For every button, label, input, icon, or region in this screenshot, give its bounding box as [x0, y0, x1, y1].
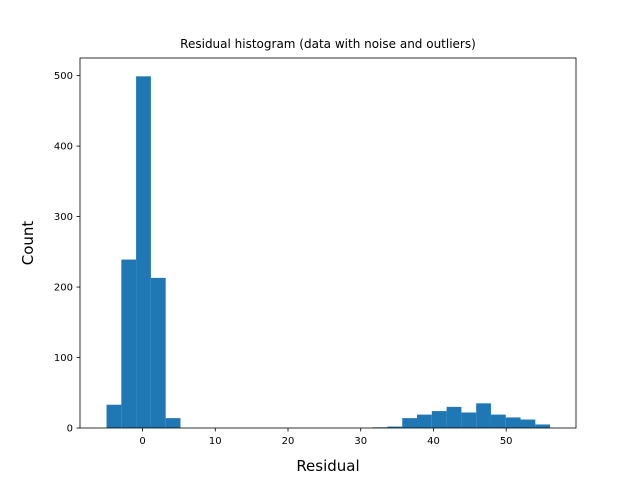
y-tick-label: 400: [54, 142, 73, 153]
histogram-bar: [431, 411, 447, 428]
chart-title: Residual histogram (data with noise and …: [180, 37, 476, 51]
y-tick-label: 100: [54, 353, 73, 364]
x-tick-label: 10: [209, 436, 222, 447]
histogram-bar: [476, 403, 491, 428]
histogram-bar: [417, 414, 432, 428]
histogram-bar: [505, 417, 521, 428]
y-tick-label: 500: [54, 71, 73, 82]
histogram-bar: [106, 404, 122, 428]
bars-group: [106, 76, 551, 428]
histogram-bar: [121, 259, 137, 428]
y-axis-label: Count: [19, 221, 37, 266]
y-tick-label: 0: [67, 424, 73, 435]
histogram-bar: [387, 426, 403, 428]
y-tick-label: 200: [54, 283, 73, 294]
histogram-bar: [461, 412, 477, 428]
y-axis-ticks: 0 100 200 300 400 500: [54, 71, 80, 435]
plot-frame: [79, 57, 577, 429]
x-tick-label: 50: [500, 436, 513, 447]
x-axis-ticks: 0 10 20 30 40 50: [139, 428, 513, 447]
histogram-bar: [136, 76, 151, 428]
x-tick-label: 30: [354, 436, 367, 447]
x-tick-label: 20: [282, 436, 295, 447]
histogram-bar: [535, 424, 551, 428]
x-axis-label: Residual: [296, 457, 359, 475]
y-tick-label: 300: [54, 212, 73, 223]
histogram-bar: [402, 418, 418, 428]
histogram-bar: [520, 419, 536, 428]
histogram-bar: [446, 406, 462, 428]
x-tick-label: 0: [139, 436, 145, 447]
histogram-bar: [165, 418, 181, 428]
x-tick-label: 40: [427, 436, 440, 447]
histogram-bar: [150, 277, 166, 428]
histogram-bar: [490, 414, 506, 428]
